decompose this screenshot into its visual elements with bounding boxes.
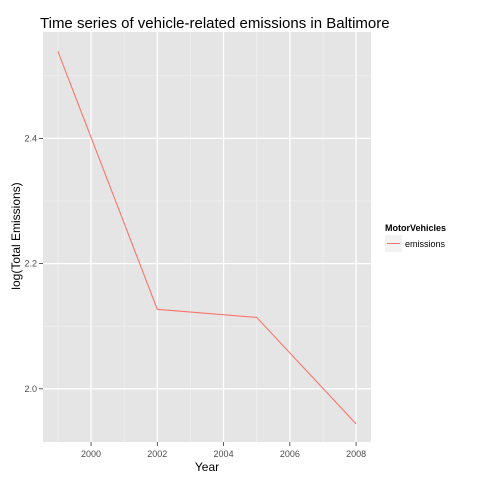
y-tick-label: 2.4	[24, 133, 37, 143]
legend: MotorVehicles emissions	[385, 223, 446, 252]
series-line-emissions	[57, 51, 357, 425]
minor-gridlines	[43, 32, 371, 442]
series-layer	[57, 51, 357, 425]
x-tick-label: 2002	[147, 449, 167, 459]
y-tick-label: 2.0	[24, 384, 37, 394]
x-axis: 2000 2002 2004 2006 2008	[81, 442, 366, 459]
y-axis-title: log(Total Emissions)	[9, 182, 23, 289]
x-axis-title: Year	[195, 460, 219, 474]
x-tick-label: 2006	[280, 449, 300, 459]
legend-title: MotorVehicles	[385, 223, 446, 233]
x-tick-label: 2004	[214, 449, 234, 459]
major-gridlines	[43, 32, 371, 442]
x-tick-label: 2000	[81, 449, 101, 459]
chart-title: Time series of vehicle-related emissions…	[40, 15, 390, 32]
plot-background	[43, 32, 371, 442]
x-tick-label: 2008	[346, 449, 366, 459]
y-tick-label: 2.2	[24, 259, 37, 269]
y-axis: 2.0 2.2 2.4	[24, 133, 43, 394]
legend-label-emissions: emissions	[405, 239, 446, 249]
